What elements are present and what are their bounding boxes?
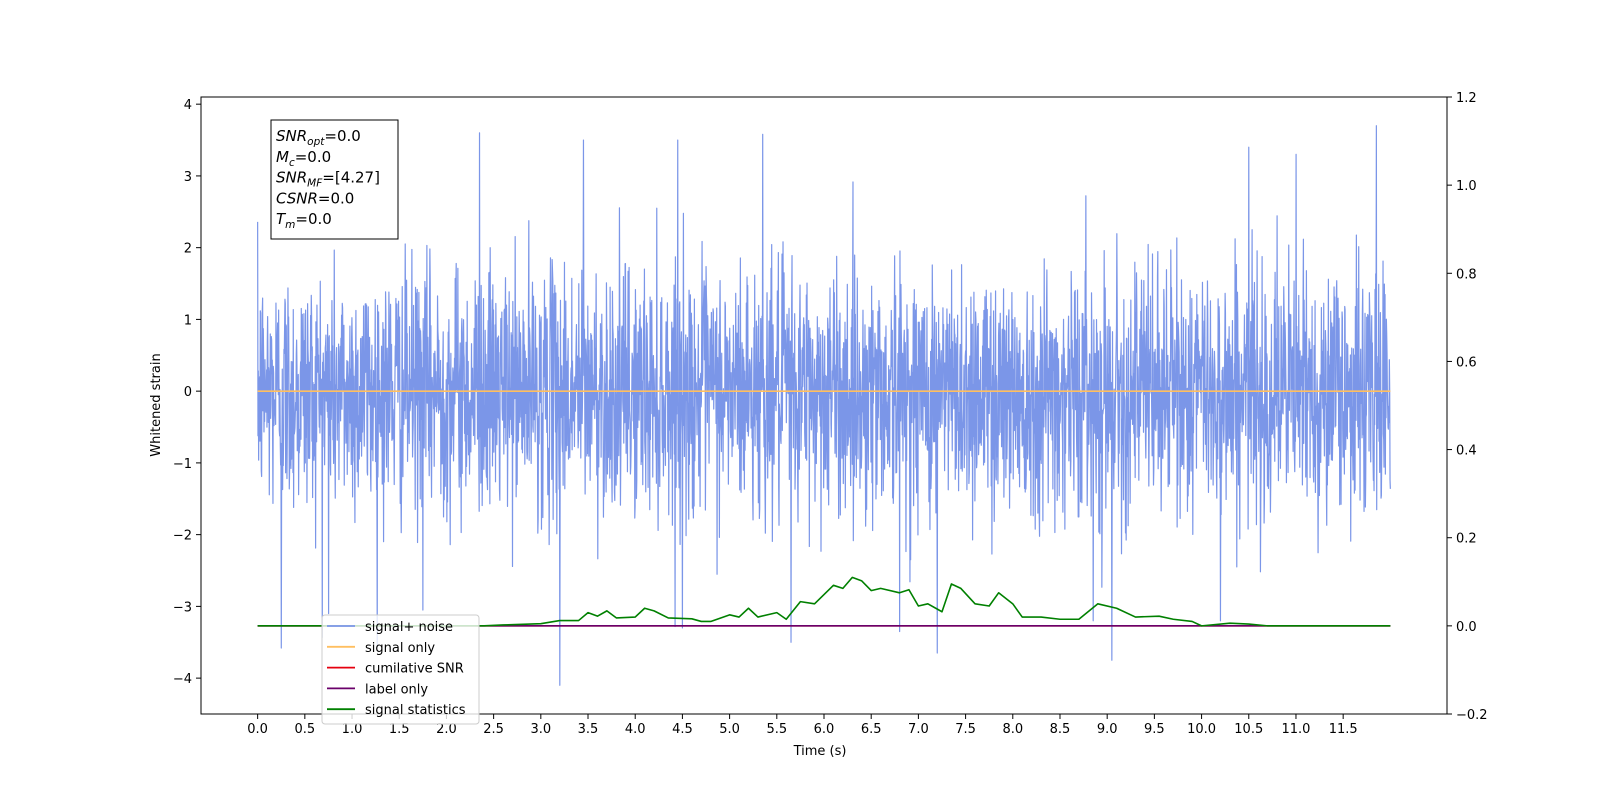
stats-symbol: M (276, 148, 289, 166)
x-tick-label: 5.0 (719, 722, 740, 737)
legend-label: signal statistics (365, 703, 466, 718)
y2-tick-label: 0.8 (1456, 267, 1477, 282)
x-tick-label: 10.0 (1187, 722, 1216, 737)
y-tick-label: −4 (173, 672, 192, 687)
stats-line: Mc=0.0 (276, 148, 331, 169)
x-tick-label: 11.5 (1329, 722, 1358, 737)
x-tick-label: 0.5 (294, 722, 315, 737)
legend-label: cumilative SNR (365, 662, 464, 677)
legend-label: signal only (365, 641, 435, 656)
y-tick-label: −1 (173, 457, 192, 472)
signal-noise-series (257, 125, 1391, 686)
stats-symbol: SNR (276, 127, 307, 145)
x-tick-label: 9.0 (1097, 722, 1118, 737)
x-axis-label: Time (s) (793, 744, 847, 759)
legend-label: signal+ noise (365, 620, 453, 635)
stats-subscript: m (285, 219, 295, 231)
y2-tick-label: 0.6 (1456, 355, 1477, 370)
stats-box: SNRopt=0.0Mc=0.0SNRMF=[4.27]CSNR=0.0Tm=0… (270, 119, 399, 240)
y-axis-right: 1.2 1.0 0.8 0.6 0.4 0.2 0.0 −0.2 (1447, 91, 1488, 723)
x-tick-label: 7.0 (908, 722, 929, 737)
legend-frame (321, 614, 480, 725)
x-tick-label: 1.0 (342, 722, 363, 737)
x-tick-label: 6.5 (861, 722, 882, 737)
stats-box-frame (270, 119, 399, 240)
y-axis-label: Whitened strain (149, 353, 164, 456)
x-tick-label: 3.5 (578, 722, 599, 737)
x-tick-label: 1.5 (389, 722, 410, 737)
stats-value: =0.0 (318, 189, 354, 207)
y-tick-label: 4 (184, 98, 192, 113)
y-tick-label: 2 (184, 242, 192, 257)
stats-line: Tm=0.0 (276, 210, 332, 231)
y2-tick-label: 1.2 (1456, 91, 1477, 106)
x-tick-label: 7.5 (955, 722, 976, 737)
x-tick-label: 4.5 (672, 722, 693, 737)
legend-label: label only (365, 682, 428, 697)
y-tick-label: 0 (184, 385, 192, 400)
stats-line: SNRMF=[4.27] (276, 169, 380, 190)
stats-value: =0.0 (295, 148, 331, 166)
y-tick-label: 1 (184, 313, 192, 328)
x-tick-label: 9.5 (1144, 722, 1165, 737)
y-tick-label: −2 (173, 529, 192, 544)
stats-symbol: T (276, 210, 287, 228)
x-tick-label: 2.0 (436, 722, 457, 737)
x-tick-label: 6.0 (814, 722, 835, 737)
y-axis-left: 4 3 2 1 0 −1 −2 −3 −4 (173, 98, 201, 687)
stats-line: SNRopt=0.0 (276, 127, 361, 148)
stats-value: =[4.27] (322, 169, 380, 187)
stats-value: =0.0 (324, 127, 360, 145)
stats-line: CSNR=0.0 (276, 189, 354, 207)
y2-tick-label: −0.2 (1456, 708, 1488, 723)
x-tick-label: 2.5 (483, 722, 504, 737)
x-tick-label: 5.5 (766, 722, 787, 737)
y2-tick-label: 1.0 (1456, 179, 1477, 194)
x-tick-label: 8.5 (1050, 722, 1071, 737)
y-tick-label: −3 (173, 600, 192, 615)
stats-subscript: MF (307, 178, 323, 190)
stats-value: =0.0 (295, 210, 331, 228)
stats-subscript: opt (307, 136, 325, 148)
x-tick-label: 10.5 (1234, 722, 1263, 737)
x-axis: 0.0 0.5 1.0 1.5 2.0 2.5 3.0 3.5 4.0 4.5 5.0 5.5 6.0 6… (247, 714, 1358, 737)
x-tick-label: 4.0 (625, 722, 646, 737)
stats-symbol: CSNR (276, 189, 318, 207)
stats-symbol: SNR (276, 169, 307, 187)
x-tick-label: 3.0 (530, 722, 551, 737)
y2-tick-label: 0.4 (1456, 444, 1477, 459)
legend: signal+ noise signal only cumilative SNR la… (321, 614, 480, 725)
x-tick-label: 8.0 (1002, 722, 1023, 737)
x-tick-label: 0.0 (247, 722, 268, 737)
stats-subscript: c (289, 157, 295, 169)
signal-statistics-series (257, 576, 1391, 627)
y2-tick-label: 0.0 (1456, 620, 1477, 635)
x-tick-label: 11.0 (1281, 722, 1310, 737)
y2-tick-label: 0.2 (1456, 532, 1477, 547)
y-tick-label: 3 (184, 170, 192, 185)
